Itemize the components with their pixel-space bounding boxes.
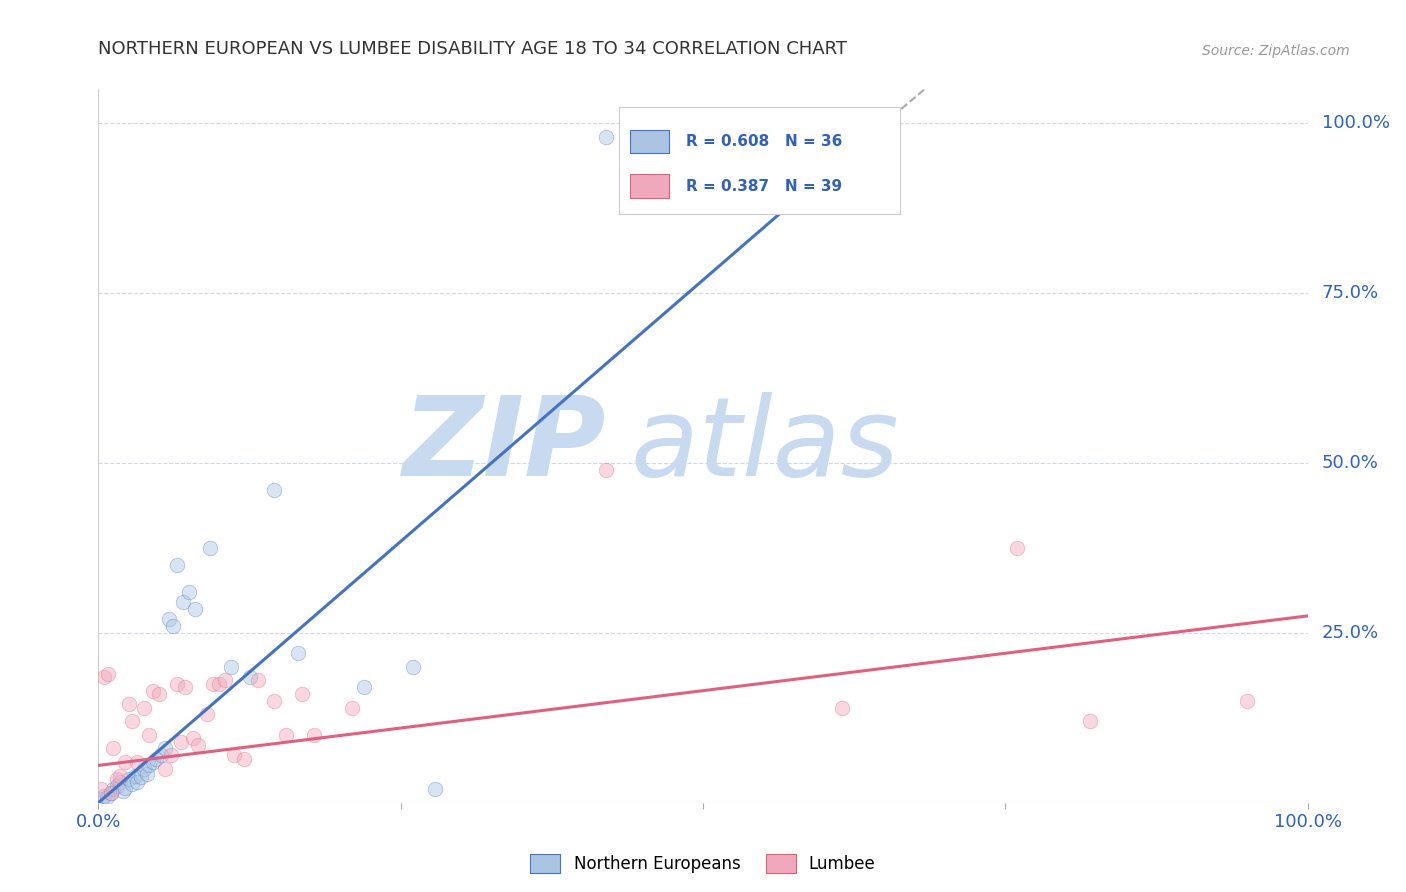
Point (135, 767, 157, 781)
Point (1236, 694, 1258, 708)
Point (222, 748, 245, 763)
Point (166, 677, 188, 691)
Text: 50.0%: 50.0% (1322, 454, 1378, 472)
Point (138, 728, 160, 742)
Point (1078, 714, 1101, 729)
Point (595, 463, 617, 477)
Point (114, 755, 136, 769)
Text: 100.0%: 100.0% (1322, 114, 1389, 132)
Point (150, 748, 173, 763)
Point (93, 789, 115, 803)
Point (595, 129, 617, 144)
Point (145, 751, 167, 765)
Point (263, 694, 285, 708)
Point (162, 619, 184, 633)
Point (108, 775, 131, 789)
Point (172, 595, 194, 609)
Point (214, 673, 236, 688)
Point (129, 770, 152, 784)
Point (232, 751, 254, 765)
Point (134, 700, 156, 714)
Point (142, 755, 165, 769)
Point (97, 666, 120, 681)
Point (831, 700, 853, 714)
Point (187, 738, 209, 752)
Point (177, 585, 201, 599)
Point (127, 775, 149, 789)
Point (100, 786, 122, 800)
Text: atlas: atlas (630, 392, 898, 500)
Point (302, 728, 325, 742)
Point (153, 762, 176, 776)
Point (198, 541, 221, 555)
Point (93, 670, 115, 684)
Point (342, 700, 364, 714)
Point (239, 670, 262, 684)
Point (118, 772, 141, 786)
Point (101, 741, 124, 756)
Point (105, 772, 128, 786)
Point (181, 731, 204, 746)
Text: ZIP: ZIP (402, 392, 606, 500)
Point (184, 602, 207, 616)
Point (160, 748, 183, 763)
Text: R = 0.608   N = 36: R = 0.608 N = 36 (686, 134, 842, 149)
Point (1007, 541, 1029, 555)
Point (134, 762, 156, 776)
Point (166, 558, 188, 572)
Point (169, 734, 191, 748)
Bar (630, 129, 669, 153)
Point (101, 782, 124, 797)
Text: 25.0%: 25.0% (1322, 624, 1379, 642)
Point (263, 483, 285, 498)
Point (111, 783, 134, 797)
Point (247, 673, 270, 688)
Point (124, 769, 146, 783)
Point (142, 683, 165, 698)
Point (91, 792, 114, 806)
Point (148, 687, 170, 701)
Text: Source: ZipAtlas.com: Source: ZipAtlas.com (1202, 44, 1350, 58)
Point (121, 714, 143, 729)
Point (202, 677, 225, 691)
Point (90, 782, 112, 797)
Point (402, 660, 425, 674)
Point (100, 786, 122, 800)
Point (96, 790, 118, 805)
Point (195, 707, 218, 722)
Point (208, 677, 231, 691)
Point (287, 646, 309, 660)
Point (121, 777, 143, 791)
Point (423, 782, 446, 797)
Point (174, 680, 197, 694)
Point (138, 758, 160, 772)
Point (353, 680, 375, 694)
Text: NORTHERN EUROPEAN VS LUMBEE DISABILITY AGE 18 TO 34 CORRELATION CHART: NORTHERN EUROPEAN VS LUMBEE DISABILITY A… (98, 40, 848, 58)
Point (157, 612, 180, 626)
Point (114, 780, 136, 795)
Point (153, 741, 176, 756)
Point (290, 687, 312, 701)
Bar (630, 175, 669, 198)
Legend: Northern Europeans, Lumbee: Northern Europeans, Lumbee (524, 847, 882, 880)
Point (118, 698, 141, 712)
Point (108, 769, 131, 783)
Point (127, 755, 149, 769)
Text: 75.0%: 75.0% (1322, 284, 1379, 302)
Text: R = 0.387   N = 39: R = 0.387 N = 39 (686, 178, 842, 194)
Point (221, 660, 243, 674)
Point (274, 728, 297, 742)
Point (105, 779, 128, 793)
